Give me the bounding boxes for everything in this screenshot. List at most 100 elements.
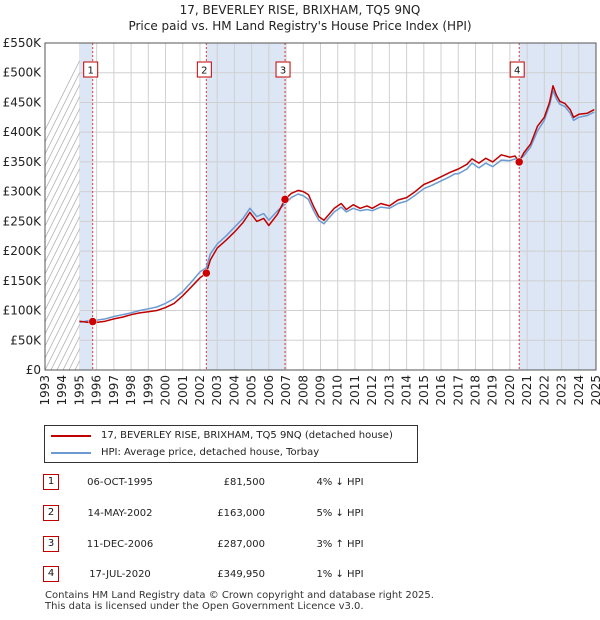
sale-hpi-diff: 1% ↓ HPI [316,569,364,580]
x-tick-label: 2025 [589,375,600,406]
hatch-line [45,156,80,227]
sale-price: £81,500 [223,477,265,488]
sale-date: 11-DEC-2006 [86,539,154,550]
sale-number: 3 [43,536,59,552]
x-tick-label: 2009 [314,375,328,406]
legend-swatch-price [51,435,91,437]
legend-swatch-hpi [51,452,91,454]
y-tick-label: £200K [3,244,43,258]
x-tick-label: 2015 [417,375,431,406]
x-tick-label: 2004 [227,375,241,406]
sale-marker-label: 3 [280,66,286,77]
sale-marker-box [509,61,525,78]
no-data-region [45,43,80,370]
x-tick-label: 1998 [124,375,138,406]
y-tick-label: £350K [3,155,43,169]
hatch-line [45,180,80,251]
x-tick-label: 2008 [296,375,310,406]
sale-marker-box [196,61,212,78]
y-tick-label: £500K [3,66,43,80]
hpi-line [79,89,595,324]
x-tick-label: 2000 [159,375,173,406]
x-tick-label: 2023 [555,375,569,406]
x-tick-label: 2019 [486,375,500,406]
sale-marker-box [83,61,99,78]
hatch-line [45,72,80,143]
sale-price: £287,000 [217,539,265,550]
hatch-line [45,192,80,263]
x-tick-label: 2018 [468,375,482,406]
sale-number: 2 [43,505,59,521]
footer-copyright: Contains HM Land Registry data © Crown c… [45,590,434,601]
chart-title-line1: 17, BEVERLEY RISE, BRIXHAM, TQ5 9NQ [179,3,421,17]
y-tick-label: £400K [3,125,43,139]
sale-row: 3 11-DEC-2006 £287,000 3% ↑ HPI [0,535,600,555]
sale-point [88,317,97,326]
x-tick-label: 2012 [365,375,379,406]
chart-title-line2: Price paid vs. HM Land Registry's House … [128,19,472,33]
sale-price: £163,000 [217,508,265,519]
y-tick-label: £50K [10,333,42,347]
x-tick-label: 2001 [176,375,190,406]
hatch-line [45,168,80,239]
hatch-line [45,288,80,359]
y-tick-label: £250K [3,214,43,228]
hatch-line [45,264,80,335]
sale-marker-box [275,61,291,78]
y-tick-label: £0 [26,363,41,377]
sale-price: £349,950 [217,569,265,580]
plot-frame [44,42,597,371]
sale-date: 14-MAY-2002 [87,508,153,519]
x-tick-label: 2022 [537,375,551,406]
sale-date: 17-JUL-2020 [89,569,151,580]
hatch-line [45,96,80,167]
sale-number: 1 [43,474,59,490]
sale-point [202,268,211,278]
sale-row: 2 14-MAY-2002 £163,000 5% ↓ HPI [0,504,600,524]
sale-row: 4 17-JUL-2020 £349,950 1% ↓ HPI [0,565,600,585]
sale-marker-label: 1 [88,66,94,77]
hatch-line [45,84,80,155]
sale-marker-label: 4 [514,66,520,77]
hatch-line [45,144,80,215]
hatch-line [45,300,80,370]
x-tick-label: 2017 [451,375,465,406]
x-tick-label: 2002 [193,375,207,406]
sale-hpi-diff: 4% ↓ HPI [316,477,364,488]
x-tick-label: 2014 [400,375,414,406]
y-tick-label: £300K [3,185,43,199]
footer-license: This data is licensed under the Open Gov… [45,601,364,612]
x-tick-label: 2016 [434,375,448,406]
x-tick-label: 1994 [55,375,69,406]
x-tick-label: 1993 [38,375,52,406]
x-tick-label: 2024 [572,375,586,406]
sale-hpi-diff: 5% ↓ HPI [316,508,364,519]
x-tick-label: 2006 [262,375,276,406]
sale-point [280,195,290,204]
sale-hpi-diff: 3% ↑ HPI [316,539,364,550]
hatch-line [45,204,80,275]
hatch-line [50,312,80,370]
x-tick-label: 2003 [210,375,224,406]
y-tick-label: £450K [3,95,43,109]
y-tick-label: £150K [3,274,43,288]
x-tick-label: 2005 [245,375,259,406]
y-tick-label: £550K [3,36,43,50]
hatch-line [45,60,80,131]
shaded-period [206,43,286,370]
sale-date: 06-OCT-1995 [87,477,153,488]
x-tick-label: 1997 [107,375,121,406]
hatch-line [267,43,431,370]
hatch-line [45,276,80,347]
shaded-period [519,43,596,370]
x-tick-label: 2010 [331,375,345,406]
sale-marker-label: 2 [201,66,207,77]
x-tick-label: 1999 [141,375,155,406]
legend: 17, BEVERLEY RISE, BRIXHAM, TQ5 9NQ (det… [44,425,418,463]
x-tick-label: 1996 [90,375,104,406]
price-chart: 1 2 3 4 £0 £50K £100K £150K £200K £250K £300K £350… [3,36,600,406]
sale-row: 1 06-OCT-1995 £81,500 4% ↓ HPI [0,473,600,493]
legend-label-price: 17, BEVERLEY RISE, BRIXHAM, TQ5 9NQ (det… [101,430,393,441]
sale-number: 4 [43,566,59,582]
x-tick-label: 2013 [382,375,396,406]
